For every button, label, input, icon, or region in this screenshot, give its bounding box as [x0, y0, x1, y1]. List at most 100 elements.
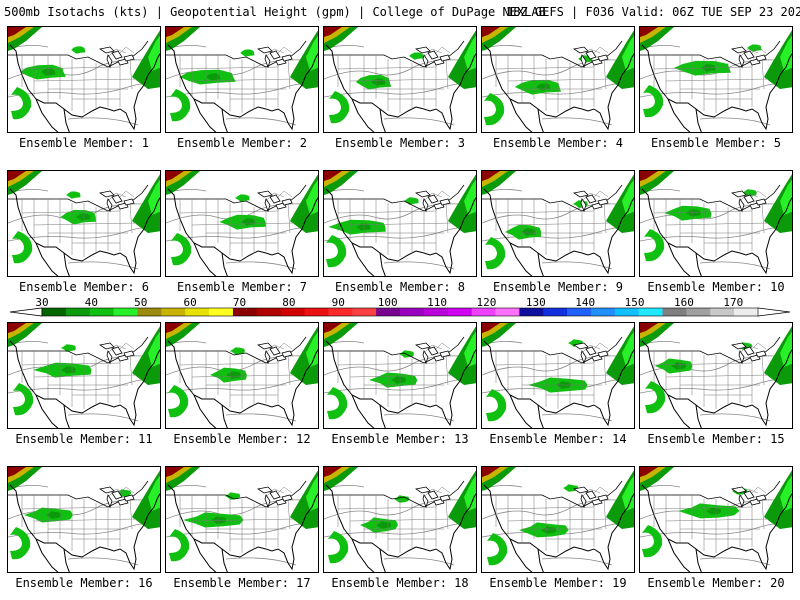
colorbar-tick-label: 150 [624, 296, 645, 309]
ensemble-panel-map [481, 322, 635, 429]
map-plot [166, 467, 318, 572]
ensemble-member-label: Ensemble Member: 3 [334, 136, 466, 150]
map-plot [482, 323, 634, 428]
ensemble-member-label: Ensemble Member: 17 [173, 576, 311, 590]
ensemble-panel-map [165, 26, 319, 133]
ensemble-panel-map [7, 466, 161, 573]
colorbar-swatch [352, 308, 377, 316]
colorbar-tick-label: 90 [331, 296, 345, 309]
colorbar-swatch [447, 308, 472, 316]
ensemble-member-label: Ensemble Member: 10 [647, 280, 785, 294]
ensemble-member-label: Ensemble Member: 16 [15, 576, 153, 590]
colorbar-tick-label: 50 [134, 296, 148, 309]
ensemble-member-label: Ensemble Member: 5 [650, 136, 782, 150]
isotach-shading [324, 323, 476, 420]
isotach-shading [640, 27, 792, 118]
ensemble-member-label: Ensemble Member: 13 [331, 432, 469, 446]
isotach-shading [8, 27, 160, 120]
ensemble-panel-map [639, 26, 793, 133]
colorbar-swatch [89, 308, 114, 316]
colorbar-swatch [42, 308, 67, 316]
map-plot [324, 467, 476, 572]
ensemble-member-label: Ensemble Member: 7 [176, 280, 308, 294]
isotach-shading [482, 323, 634, 422]
colorbar-swatch [543, 308, 568, 316]
ensemble-panel-map [7, 170, 161, 277]
colorbar-swatch [400, 308, 425, 316]
header-title: 500mb Isotachs (kts) | Geopotential Heig… [4, 5, 546, 19]
map-plot [640, 171, 792, 276]
ensemble-member-label: Ensemble Member: 20 [647, 576, 785, 590]
ensemble-panel-map [7, 26, 161, 133]
isotach-shading [8, 323, 160, 416]
colorbar-swatch [65, 308, 91, 316]
map-plot [8, 323, 160, 428]
colorbar-graphic [9, 307, 791, 317]
colorbar-swatch [161, 308, 186, 316]
ensemble-panel-map [165, 170, 319, 277]
map-plot [8, 171, 160, 276]
isotach-shading [166, 323, 318, 418]
colorbar-tick-label: 120 [476, 296, 497, 309]
map-plot [640, 467, 792, 572]
colorbar-tick-label: 80 [282, 296, 296, 309]
isotach-shading [482, 171, 634, 270]
colorbar-tick-label: 100 [377, 296, 398, 309]
ensemble-member-label: Ensemble Member: 18 [331, 576, 469, 590]
colorbar-tick-label: 30 [35, 296, 49, 309]
colorbar-swatch [137, 308, 162, 316]
colorbar-swatch [567, 308, 592, 316]
ensemble-panel-map [481, 170, 635, 277]
color-scale-legend: 30 40 50 60 70 80 90 100 110 120 130 140 150 160 170 [0, 294, 800, 326]
colorbar-swatch [662, 308, 687, 316]
ensemble-member-label: Ensemble Member: 2 [176, 136, 308, 150]
ensemble-panel-map [481, 466, 635, 573]
isotach-shading [640, 467, 792, 558]
ensemble-member-label: Ensemble Member: 14 [489, 432, 627, 446]
isotach-shading [324, 27, 476, 124]
colorbar-swatch [471, 308, 496, 316]
colorbar-swatch [519, 308, 544, 316]
colorbar-tick-label: 160 [673, 296, 694, 309]
ensemble-panel-map [323, 322, 477, 429]
ensemble-panel-map [481, 26, 635, 133]
ensemble-member-label: Ensemble Member: 19 [489, 576, 627, 590]
ensemble-panel-map [165, 466, 319, 573]
colorbar-tick-label: 140 [575, 296, 596, 309]
colorbar-tick-label: 170 [723, 296, 744, 309]
ensemble-panel-map [323, 466, 477, 573]
colorbar-tick-label: 60 [183, 296, 197, 309]
colorbar-swatch [376, 308, 401, 316]
isotach-shading [324, 171, 476, 268]
map-plot [640, 27, 792, 132]
map-plot [8, 27, 160, 132]
colorbar-swatch [590, 308, 616, 316]
colorbar-swatch [710, 308, 735, 316]
isotach-shading [482, 27, 634, 126]
colorbar-swatch [113, 308, 138, 316]
map-plot [324, 27, 476, 132]
isotach-shading [640, 323, 792, 414]
ensemble-member-label: Ensemble Member: 9 [492, 280, 624, 294]
colorbar-swatch [209, 308, 234, 316]
map-plot [324, 323, 476, 428]
ensemble-member-label: Ensemble Member: 11 [15, 432, 153, 446]
map-plot [482, 171, 634, 276]
ensemble-panel-map [323, 170, 477, 277]
ensemble-member-label: Ensemble Member: 1 [18, 136, 150, 150]
ensemble-panel-map [7, 322, 161, 429]
colorbar-swatch [734, 308, 759, 316]
colorbar-tick-label: 40 [84, 296, 98, 309]
ensemble-member-label: Ensemble Member: 8 [334, 280, 466, 294]
colorbar-swatch [185, 308, 210, 316]
colorbar-tick-label: 110 [427, 296, 447, 309]
ensemble-member-label: Ensemble Member: 6 [18, 280, 150, 294]
colorbar-tick-label: 130 [525, 296, 546, 309]
colorbar-swatch [495, 308, 520, 316]
isotach-shading [166, 171, 318, 266]
chart-header: 500mb Isotachs (kts) | Geopotential Heig… [0, 0, 800, 22]
ensemble-panel-map [639, 466, 793, 573]
isotach-shading [640, 171, 792, 262]
isotach-shading [166, 467, 318, 562]
ensemble-panel-map [165, 322, 319, 429]
